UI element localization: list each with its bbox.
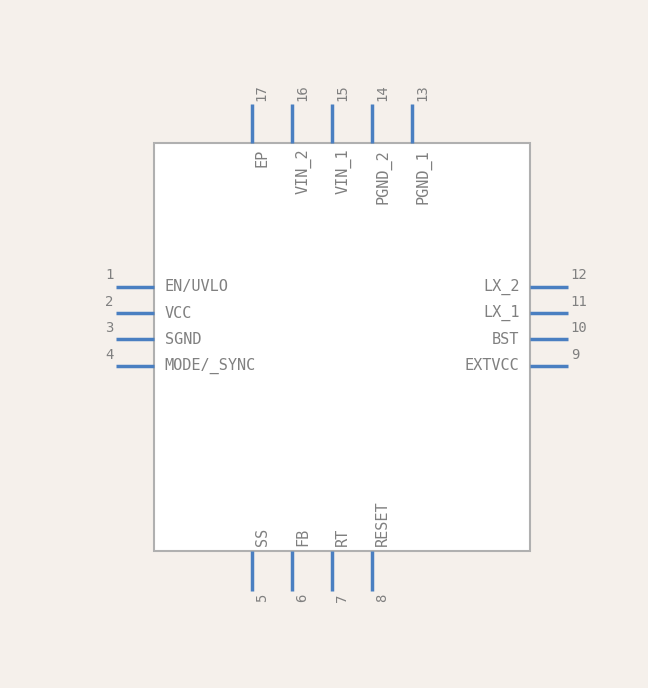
Text: VCC: VCC	[165, 305, 192, 321]
Text: 9: 9	[571, 347, 579, 362]
Bar	[154, 144, 531, 551]
Text: BST: BST	[492, 332, 520, 347]
Text: 3: 3	[105, 321, 113, 335]
Text: RESET: RESET	[375, 500, 390, 546]
Text: 2: 2	[105, 294, 113, 309]
Text: 5: 5	[255, 594, 269, 602]
Text: LX_1: LX_1	[483, 305, 520, 321]
Text: 17: 17	[255, 85, 269, 101]
Text: 7: 7	[335, 594, 349, 602]
Text: VIN_1: VIN_1	[335, 149, 351, 195]
Text: 10: 10	[571, 321, 587, 335]
Text: 15: 15	[335, 85, 349, 101]
Text: EP: EP	[255, 149, 270, 167]
Text: EN/UVLO: EN/UVLO	[165, 279, 229, 294]
Text: VIN_2: VIN_2	[295, 149, 311, 195]
Text: MODE/_SYNC: MODE/_SYNC	[165, 358, 256, 374]
Text: 1: 1	[105, 268, 113, 282]
Text: 16: 16	[295, 85, 309, 101]
Text: PGND_1: PGND_1	[415, 149, 432, 204]
Text: 4: 4	[105, 347, 113, 362]
Text: SGND: SGND	[165, 332, 202, 347]
Text: LX_2: LX_2	[483, 279, 520, 294]
Text: FB: FB	[295, 528, 310, 546]
Text: 6: 6	[295, 594, 309, 602]
Text: PGND_2: PGND_2	[375, 149, 391, 204]
Text: 14: 14	[375, 85, 389, 101]
Text: 12: 12	[571, 268, 587, 282]
Text: SS: SS	[255, 528, 270, 546]
Text: 13: 13	[415, 85, 430, 101]
Text: 11: 11	[571, 294, 587, 309]
Text: RT: RT	[335, 528, 350, 546]
Text: EXTVCC: EXTVCC	[465, 358, 520, 374]
Text: 8: 8	[375, 594, 389, 602]
